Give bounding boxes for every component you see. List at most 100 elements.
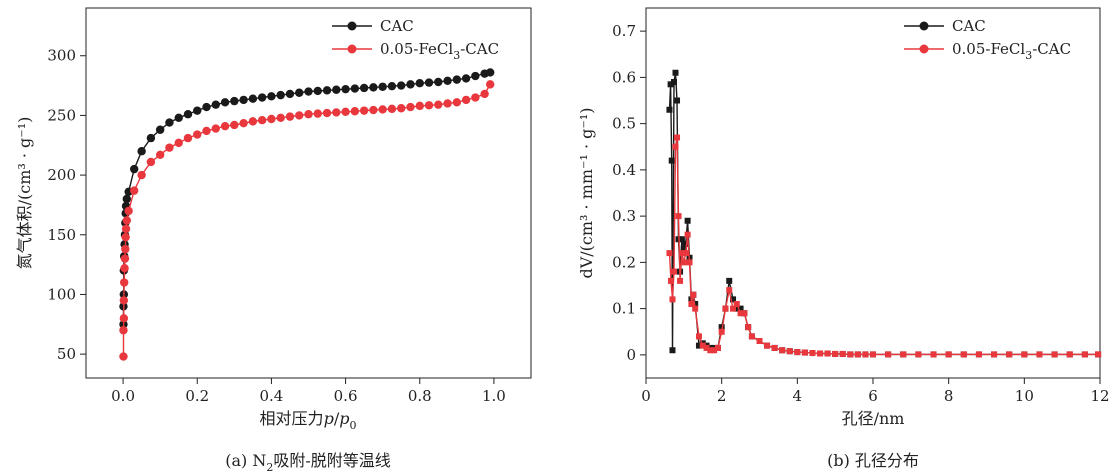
panel-a-series-0-point <box>313 86 322 96</box>
panel-b-series-1-point <box>854 351 861 358</box>
panel-a-series-1-point <box>350 107 360 116</box>
panel-b-series-1-point <box>733 301 740 307</box>
panel-a-series-1-point <box>424 101 434 110</box>
panel-a-series-1-point <box>257 115 267 125</box>
panel-b-series-1-point <box>680 259 687 266</box>
panel-b-series-0-point <box>669 347 676 354</box>
panel-a-series-1-point <box>359 106 369 115</box>
legend-b-fecl-label: 0.05-FeCl3-CAC <box>952 40 1071 62</box>
panel-b-ytick-label: 0.7 <box>612 22 636 40</box>
panel-b-series-1-point <box>670 268 677 275</box>
panel-b-series-1-point <box>703 344 710 351</box>
panel-b-series-1-point <box>677 277 684 284</box>
panel-b-series-1-point <box>684 231 691 238</box>
panel-b-legend: CAC 0.05-FeCl3-CAC <box>904 17 1071 62</box>
panel-a-series-0-point <box>276 90 285 100</box>
panel-a-series-1-point <box>146 157 156 167</box>
panel-a-ylabel: 氮气体积/(cm³ · g⁻¹) <box>15 117 34 270</box>
panel-b-series-1-point <box>745 324 752 331</box>
panel-b-series-0-point <box>726 277 733 284</box>
panel-a-series-1-point <box>121 244 130 254</box>
panel-b-series-1-point <box>1051 351 1058 358</box>
panel-a-series-1-point <box>119 314 129 323</box>
panel-a-series-0-point <box>332 85 341 94</box>
panel-a-series-1-point <box>415 101 424 111</box>
panel-a-series-1-point <box>480 89 489 99</box>
panel-b-series-1-point <box>714 344 721 351</box>
panel-a-series-1-point <box>387 104 397 114</box>
panel-b-series-1-point <box>678 250 685 257</box>
panel-a-series-0-point <box>146 133 156 143</box>
panel-a-series-0-point <box>174 113 183 123</box>
panel-b-series-1-point <box>764 342 771 349</box>
panel-b-series-1-point <box>711 347 718 354</box>
panel-b-series-1-point <box>870 351 876 358</box>
panel-a-series-0-point <box>130 164 139 174</box>
panel-a-legend: CAC 0.05-FeCl3-CAC <box>332 17 499 62</box>
panel-b-series-0-line <box>668 72 1099 356</box>
panel-b-series-1-point <box>801 349 808 356</box>
panel-a-series-0-point <box>471 71 480 81</box>
panel-b-series-1-point <box>756 338 763 344</box>
panel-b-series-0-point <box>695 342 702 349</box>
panel-b-series-1-point <box>847 351 854 358</box>
panel-a-series-0-point <box>415 78 424 88</box>
panel-a-series-1-point <box>124 206 133 216</box>
panel-b-series-0-point <box>674 97 681 104</box>
panel-b: 0 2 4 6 8 10 12 0 0.1 0.2 0.3 0.4 0.5 0.6 0.7 CAC 0.05… <box>577 7 1110 470</box>
panel-b-series-1-point <box>686 259 693 266</box>
panel-b-ytick-label: 0.4 <box>612 161 636 179</box>
panel-b-series-0-point <box>737 305 744 312</box>
panel-a-series-0-point <box>341 84 350 94</box>
panel-a-series-1-point <box>276 113 285 123</box>
panel-b-series-0-point <box>682 240 689 247</box>
panel-b-series-1-point <box>945 351 952 358</box>
panel-b-series-1-point <box>809 350 816 357</box>
panel-a-series-1-point <box>304 110 313 119</box>
panel-a-series-0-point <box>486 68 495 77</box>
panel-a-series-1-point <box>220 121 230 131</box>
panel-b-series-1-point <box>682 250 689 257</box>
panel-a-series-1-point <box>295 111 304 120</box>
panel-a-series-0-point <box>155 125 165 134</box>
panel-b-caption: (b) 孔径分布 <box>827 451 919 470</box>
panel-a-series-1-point <box>155 150 165 160</box>
panel-a-ytick-label: 50 <box>57 345 76 363</box>
panel-a-series-0-point <box>424 78 434 87</box>
panel-b-series-1-point <box>695 333 702 340</box>
panel-a-series-0-point <box>122 194 131 204</box>
panel-b-series-1-point <box>741 310 748 317</box>
panel-b-xlabel: 孔径/nm <box>842 409 905 428</box>
panel-a-xtick-label: 0.8 <box>408 387 432 405</box>
panel-b-ytick-label: 0.6 <box>612 68 636 86</box>
panel-b-series-1-point <box>1066 351 1073 358</box>
panel-b-xtick-label: 10 <box>1015 387 1034 405</box>
panel-a-series-1-point <box>193 130 202 139</box>
panel-a-series-1-point <box>137 170 146 180</box>
panel-a-series-0-line <box>122 71 491 325</box>
panel-b-series-1-point <box>862 351 869 358</box>
panel-a-series-0-point <box>220 98 230 107</box>
panel-b-series-1-point <box>688 301 695 307</box>
panel-a-series-1-point <box>378 105 387 114</box>
panel-b-ytick-label: 0.5 <box>612 115 636 133</box>
panel-a-series-1-point <box>120 263 129 273</box>
panel-b-series-0-point <box>730 296 737 303</box>
panel-a-series-0-point <box>387 81 397 91</box>
panel-b-series-1-point <box>900 351 907 358</box>
panel-a-series-0-point <box>211 100 220 109</box>
panel-a-series-1-point <box>443 99 452 108</box>
panel-b-series-0-point <box>668 157 675 164</box>
panel-b-series-1-point <box>1006 351 1013 358</box>
panel-b-series-1-point <box>748 333 755 340</box>
panel-a-series-1-point <box>369 105 378 115</box>
panel-b-series-1-point <box>779 347 786 354</box>
panel-a-series-1-point <box>119 278 129 287</box>
panel-a-series-1-point <box>121 232 130 242</box>
panel-b-series-1-point <box>692 305 699 312</box>
panel-b-series-1-point <box>737 310 744 317</box>
panel-a-series-0-point <box>267 92 276 101</box>
panel-a-series-0-point <box>295 88 304 97</box>
panel-a-ytick-label: 300 <box>47 47 76 65</box>
